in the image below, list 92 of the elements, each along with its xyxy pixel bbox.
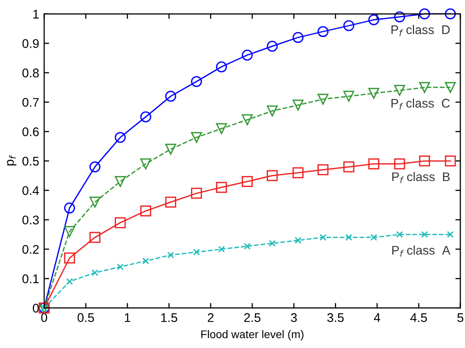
- point: [394, 84, 406, 96]
- point: [419, 155, 430, 166]
- y-tick-label: 0.7: [22, 98, 39, 107]
- point: [140, 205, 152, 216]
- point: [318, 94, 328, 105]
- point: [165, 196, 176, 208]
- y-axis-title: p$_{f}$: [7, 154, 16, 166]
- x-tick-label: 5: [457, 313, 464, 322]
- x-tick-label: 4: [374, 313, 380, 322]
- x-tick-label: 3.5: [327, 313, 344, 322]
- point: [140, 111, 152, 122]
- point: [419, 8, 430, 20]
- point: [292, 32, 304, 43]
- point: [444, 8, 456, 20]
- point: [216, 123, 227, 134]
- point: [89, 232, 100, 243]
- point: [216, 61, 227, 72]
- point: [396, 231, 403, 238]
- point: [191, 132, 202, 143]
- point: [218, 246, 225, 253]
- point: [268, 240, 276, 247]
- point: [294, 236, 302, 244]
- point: [114, 132, 126, 143]
- point: [368, 14, 380, 26]
- x-tick-label: 1.5: [161, 313, 178, 322]
- point: [368, 88, 380, 99]
- point: [292, 167, 304, 178]
- x-tick-label: 0.5: [78, 313, 94, 322]
- point: [394, 11, 406, 22]
- point: [446, 231, 454, 238]
- point: [64, 226, 76, 238]
- point: [345, 234, 352, 241]
- y-tick-label: 0.5: [22, 156, 39, 166]
- x-tick-label: 4.5: [410, 313, 427, 322]
- point: [64, 252, 76, 264]
- point: [318, 26, 328, 38]
- point: [64, 202, 76, 214]
- y-tick-label: 0.6: [22, 127, 39, 136]
- point: [114, 176, 126, 188]
- x-tick-label: 3: [290, 313, 297, 322]
- point: [92, 269, 98, 276]
- point: [242, 176, 253, 188]
- y-tick-label: 0.1: [22, 274, 39, 284]
- y-tick-label: 0.4: [22, 186, 39, 196]
- point: [244, 242, 251, 250]
- point: [318, 164, 328, 176]
- y-tick-label: 0.3: [22, 216, 39, 224]
- x-tick-label: 2.5: [244, 313, 260, 322]
- point: [116, 263, 124, 270]
- point: [165, 144, 176, 155]
- series-label: P$_{f}$ class C: [392, 98, 450, 110]
- x-tick-label: 1: [124, 313, 130, 322]
- y-tick-label: 0.8: [22, 68, 39, 78]
- point: [89, 196, 100, 208]
- point: [394, 158, 406, 170]
- x-tick-label: 2: [208, 313, 214, 322]
- point: [165, 90, 176, 102]
- series-label: P$_{f}$ class D: [392, 24, 450, 36]
- point: [343, 90, 354, 102]
- point: [140, 158, 152, 170]
- point: [266, 170, 278, 182]
- point: [114, 217, 126, 228]
- point: [421, 231, 428, 238]
- point: [343, 20, 354, 32]
- point: [66, 278, 73, 285]
- point: [193, 248, 200, 256]
- point: [419, 82, 430, 93]
- point: [368, 158, 380, 170]
- point: [266, 40, 278, 52]
- series-label: P$_{f}$ class B: [392, 172, 450, 184]
- point: [444, 82, 456, 93]
- y-tick-label: 0.2: [22, 244, 39, 254]
- point: [266, 105, 278, 116]
- point: [370, 234, 378, 241]
- point: [167, 252, 174, 258]
- point: [191, 76, 202, 88]
- point: [320, 234, 326, 241]
- point: [242, 50, 253, 61]
- y-tick-label: 0: [32, 304, 39, 313]
- point: [89, 161, 100, 172]
- point: [444, 155, 456, 166]
- point: [191, 188, 202, 199]
- point: [242, 114, 253, 126]
- y-tick-label: 0.9: [22, 39, 39, 48]
- point: [142, 258, 150, 264]
- y-tick-label: 1: [33, 10, 39, 18]
- point: [343, 161, 354, 172]
- x-axis-title: Flood water level (m): [201, 330, 304, 340]
- series-label: P$_{f}$ class A: [392, 246, 450, 257]
- x-tick-label: 0: [41, 313, 48, 322]
- point: [216, 182, 227, 193]
- point: [292, 100, 304, 111]
